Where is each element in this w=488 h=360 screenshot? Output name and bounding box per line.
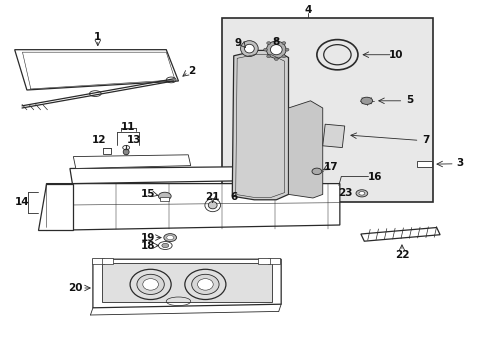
Text: 1: 1 xyxy=(94,32,101,42)
Polygon shape xyxy=(38,184,73,230)
Polygon shape xyxy=(15,50,178,90)
Ellipse shape xyxy=(197,279,213,290)
Text: 21: 21 xyxy=(205,192,220,202)
Bar xyxy=(102,263,271,302)
Ellipse shape xyxy=(358,192,364,195)
Ellipse shape xyxy=(137,274,164,294)
Polygon shape xyxy=(322,124,344,148)
Bar xyxy=(267,258,279,264)
Ellipse shape xyxy=(263,48,267,51)
Text: 9: 9 xyxy=(234,38,241,48)
Ellipse shape xyxy=(266,55,270,58)
Ellipse shape xyxy=(162,243,168,248)
Ellipse shape xyxy=(244,44,254,53)
Text: 10: 10 xyxy=(388,50,403,60)
Text: 2: 2 xyxy=(188,66,195,76)
Ellipse shape xyxy=(270,45,282,55)
Bar xyxy=(102,148,111,154)
Ellipse shape xyxy=(282,42,285,45)
Text: 18: 18 xyxy=(140,240,155,251)
Text: 19: 19 xyxy=(140,233,155,243)
Text: 5: 5 xyxy=(406,95,412,105)
Polygon shape xyxy=(360,228,439,241)
Bar xyxy=(102,258,113,264)
Polygon shape xyxy=(93,259,281,308)
Ellipse shape xyxy=(166,235,173,240)
Bar xyxy=(258,258,269,264)
Ellipse shape xyxy=(360,97,372,104)
Ellipse shape xyxy=(142,279,158,290)
Text: 14: 14 xyxy=(15,197,29,207)
Text: 22: 22 xyxy=(394,249,408,260)
Ellipse shape xyxy=(208,202,217,209)
Bar xyxy=(92,258,103,264)
Polygon shape xyxy=(46,184,339,230)
Ellipse shape xyxy=(266,42,270,45)
Ellipse shape xyxy=(285,48,288,51)
Ellipse shape xyxy=(158,192,171,200)
Text: 17: 17 xyxy=(324,162,338,172)
Ellipse shape xyxy=(274,39,278,42)
Polygon shape xyxy=(70,166,288,184)
Text: 20: 20 xyxy=(68,283,83,293)
Text: 7: 7 xyxy=(422,135,429,145)
Polygon shape xyxy=(232,50,288,200)
Polygon shape xyxy=(288,101,322,198)
Ellipse shape xyxy=(191,274,219,294)
Ellipse shape xyxy=(282,55,285,58)
Polygon shape xyxy=(73,155,190,168)
Ellipse shape xyxy=(274,58,278,60)
Text: 6: 6 xyxy=(230,192,237,202)
Text: 8: 8 xyxy=(272,37,279,47)
Text: 3: 3 xyxy=(455,158,462,168)
Text: 12: 12 xyxy=(91,135,106,145)
Text: 13: 13 xyxy=(127,135,142,145)
Ellipse shape xyxy=(311,168,321,175)
Ellipse shape xyxy=(123,149,129,155)
Bar xyxy=(416,161,431,167)
Ellipse shape xyxy=(240,41,258,57)
Text: 23: 23 xyxy=(338,188,352,198)
Ellipse shape xyxy=(355,190,367,197)
Ellipse shape xyxy=(266,41,285,58)
Text: 16: 16 xyxy=(367,172,382,182)
Bar xyxy=(222,18,432,202)
Bar xyxy=(160,197,169,201)
Text: 11: 11 xyxy=(121,122,135,132)
Text: 15: 15 xyxy=(140,189,155,199)
Ellipse shape xyxy=(163,234,176,242)
Text: 4: 4 xyxy=(304,5,311,15)
